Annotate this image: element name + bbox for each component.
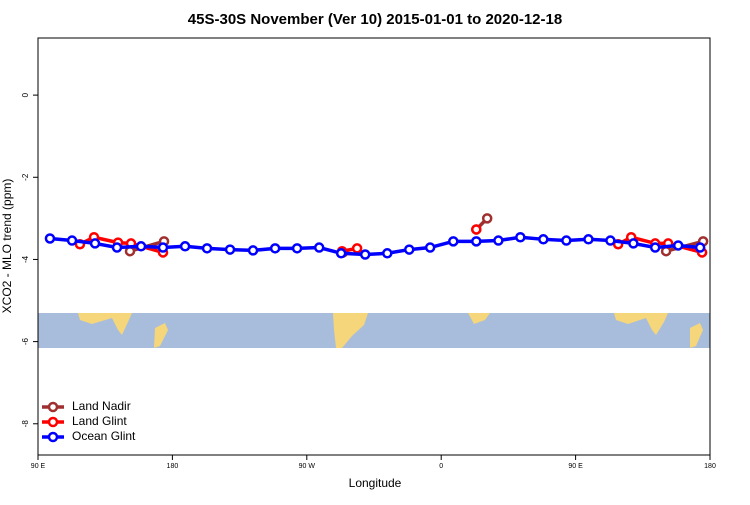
point xyxy=(583,234,594,245)
x-tick-label: 0 xyxy=(439,463,443,470)
point xyxy=(515,232,526,243)
point xyxy=(269,243,281,254)
point xyxy=(424,242,436,253)
x-tick-label: 180 xyxy=(167,463,179,470)
y-tick-label: -4 xyxy=(21,255,30,263)
point xyxy=(291,243,303,254)
point xyxy=(481,213,493,224)
legend-label: Land Nadir xyxy=(72,399,131,413)
point xyxy=(179,241,191,252)
point xyxy=(89,238,101,249)
legend-label: Land Glint xyxy=(72,414,127,428)
point xyxy=(135,241,147,252)
legend-marker xyxy=(47,416,59,428)
point xyxy=(313,242,325,253)
y-tick-label: -2 xyxy=(21,173,30,181)
y-tick-label: -6 xyxy=(21,338,30,346)
point xyxy=(224,244,236,255)
y-axis-label: XCO2 - MLO trend (ppm) xyxy=(0,179,14,314)
point xyxy=(628,238,639,249)
point xyxy=(561,235,572,246)
point xyxy=(471,236,482,247)
chart-title: 45S-30S November (Ver 10) 2015-01-01 to … xyxy=(188,11,562,28)
point xyxy=(403,244,415,255)
legend-marker xyxy=(47,401,59,413)
x-tick-label: 90 W xyxy=(299,463,316,470)
point xyxy=(111,242,123,253)
point xyxy=(335,248,347,259)
point xyxy=(351,243,363,254)
point xyxy=(382,248,393,259)
point xyxy=(672,240,684,251)
point xyxy=(201,243,213,254)
y-tick-label: -8 xyxy=(21,420,30,428)
legend-marker xyxy=(47,431,59,443)
point xyxy=(157,242,169,253)
point xyxy=(359,249,371,260)
x-axis-label: Longitude xyxy=(349,476,402,490)
x-tick-label: 90 E xyxy=(31,463,46,470)
x-tick-label: 180 xyxy=(704,463,716,470)
legend-label: Ocean Glint xyxy=(72,429,136,443)
x-tick-label: 90 E xyxy=(568,463,583,470)
point xyxy=(493,235,504,246)
point xyxy=(44,233,56,244)
point xyxy=(448,236,459,247)
point xyxy=(66,235,78,246)
point xyxy=(694,242,706,253)
y-tick-label: 0 xyxy=(21,92,30,97)
point xyxy=(247,245,259,256)
series-line xyxy=(49,235,701,257)
plot-frame xyxy=(37,37,711,456)
map-strip xyxy=(38,313,710,348)
point xyxy=(538,234,549,245)
point xyxy=(471,224,482,235)
point xyxy=(605,235,616,246)
point xyxy=(649,242,661,253)
